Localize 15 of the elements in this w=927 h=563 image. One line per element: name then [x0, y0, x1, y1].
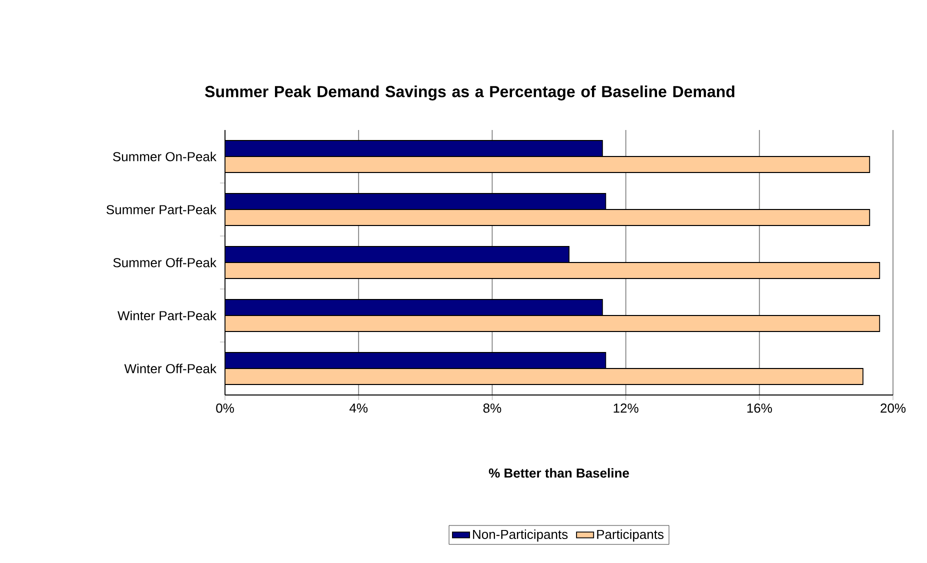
legend-label: Participants [597, 529, 664, 542]
y-tick-label: Winter Part-Peak [118, 310, 216, 320]
x-axis-title: % Better than Baseline [488, 468, 629, 478]
x-tick-label: 8% [483, 404, 502, 413]
x-tick-label: 16% [747, 404, 772, 413]
y-tick-label: Summer Part-Peak [106, 204, 216, 214]
y-tick-label: Summer On-Peak [113, 152, 216, 162]
legend-label: Non-Participants [473, 529, 568, 542]
x-tick-label: 4% [350, 404, 368, 413]
y-tick-label: Summer Off-Peak [113, 258, 216, 268]
x-tick-label: 0% [216, 404, 234, 413]
x-tick-label: 20% [880, 404, 906, 413]
y-tick-label: Winter Off-Peak [124, 364, 216, 374]
chart-title: Summer Peak Demand Savings as a Percentage of Baseline Demand [205, 86, 734, 100]
x-tick-label: 12% [614, 404, 638, 413]
